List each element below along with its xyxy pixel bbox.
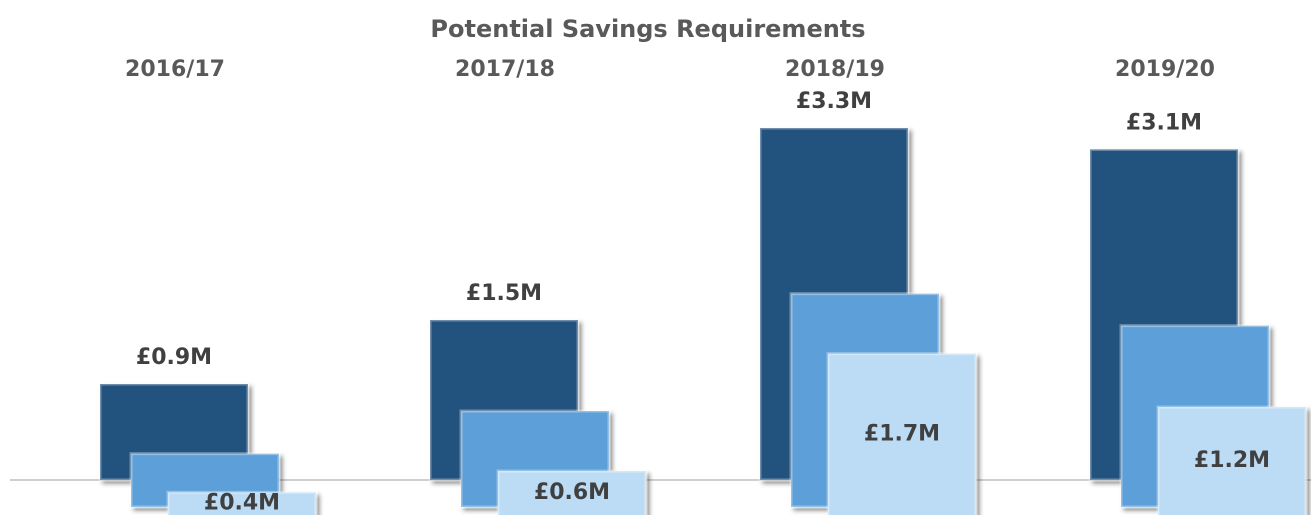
value-label: £1.7M [864,421,940,446]
value-label: £0.4M [204,491,280,515]
bar [826,352,978,515]
category-label: 2016/17 [125,57,225,82]
value-label: £0.6M [534,480,610,505]
value-label: £0.9M [136,345,212,370]
value-label: £1.2M [1194,448,1270,473]
category-label: 2019/20 [1115,57,1215,82]
bar [1156,405,1308,515]
category-label: 2018/19 [785,57,885,82]
value-label: £1.5M [466,281,542,306]
bar [166,490,318,515]
chart-title: Potential Savings Requirements [430,15,865,43]
bar [496,469,648,515]
value-label: £3.1M [1126,110,1202,135]
category-label: 2017/18 [455,57,555,82]
value-label: £3.3M [796,89,872,114]
